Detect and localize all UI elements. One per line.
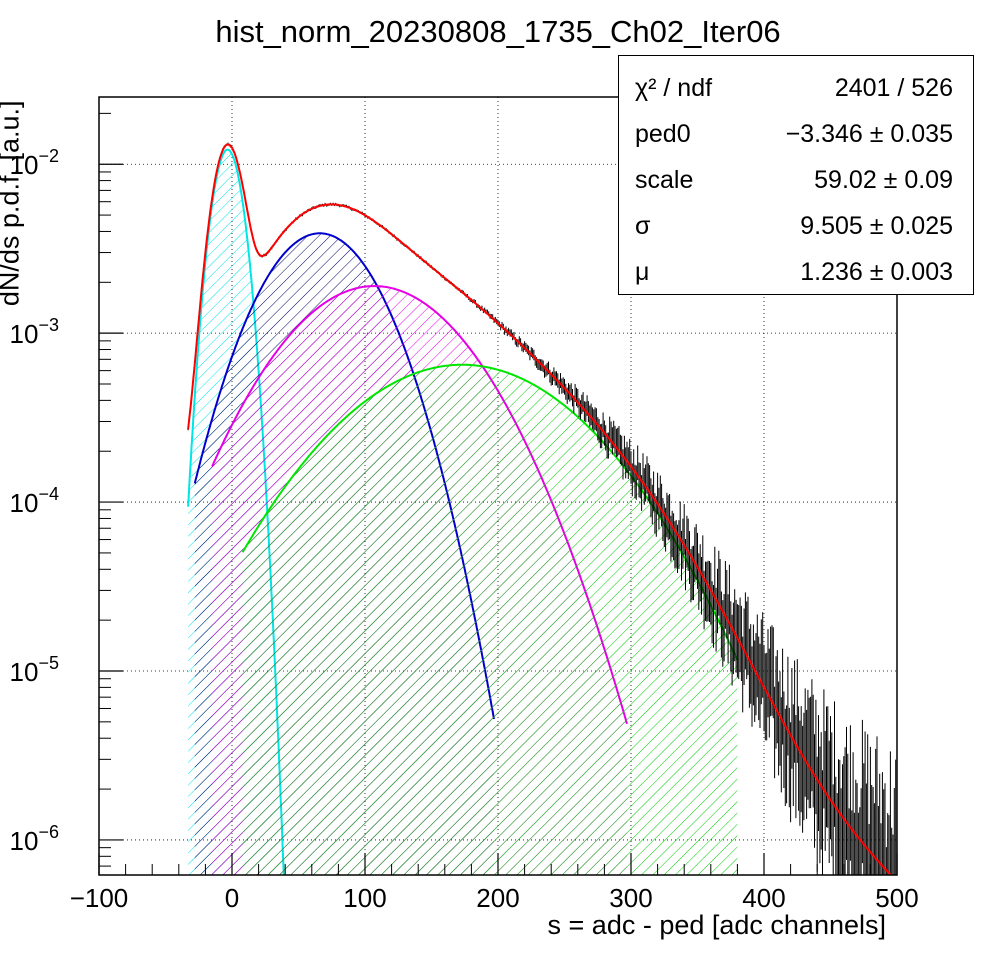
stat-label: σ xyxy=(635,212,651,240)
stat-label: ped0 xyxy=(635,120,691,148)
y-tick-label: 10−2 xyxy=(10,146,59,180)
x-tick-label: 0 xyxy=(225,883,239,913)
y-axis-label: dN/ds p.d.f. [a.u.] xyxy=(0,100,25,307)
stat-row-ped0: ped0 −3.346 ± 0.035 xyxy=(635,114,953,154)
stat-row-chi2: χ² / ndf 2401 / 526 xyxy=(635,68,953,108)
x-tick-label: 400 xyxy=(742,883,785,913)
stat-value: −3.346 ± 0.035 xyxy=(785,120,953,148)
x-tick-label: 200 xyxy=(476,883,519,913)
stat-label: χ² / ndf xyxy=(635,74,713,102)
stat-value: 59.02 ± 0.09 xyxy=(814,166,953,194)
x-tick-label: 100 xyxy=(343,883,386,913)
stat-label: scale xyxy=(635,166,694,194)
stat-row-scale: scale 59.02 ± 0.09 xyxy=(635,160,953,200)
x-tick-label: 500 xyxy=(875,883,918,913)
stat-row-mu: μ 1.236 ± 0.003 xyxy=(635,252,953,292)
stat-value: 1.236 ± 0.003 xyxy=(800,258,953,286)
component-area-3 xyxy=(242,364,738,875)
stat-label: μ xyxy=(635,258,650,286)
y-tick-label: 10−4 xyxy=(10,484,59,518)
x-tick-label: 300 xyxy=(609,883,652,913)
x-axis-label: s = adc - ped [adc channels] xyxy=(547,910,886,940)
stat-value: 2401 / 526 xyxy=(834,74,953,102)
y-tick-label: 10−3 xyxy=(10,315,59,349)
fit-components xyxy=(187,148,739,875)
axes: −100 0 100 200 300 400 500 10−2 10−3 10−4 10−5 10−6 xyxy=(10,112,919,913)
y-tick-label: 10−6 xyxy=(10,822,59,856)
total-fit xyxy=(187,143,893,875)
total-fit-line xyxy=(187,143,893,875)
stat-row-sigma: σ 9.505 ± 0.025 xyxy=(635,206,953,246)
stat-value: 9.505 ± 0.025 xyxy=(800,212,953,240)
y-tick-label: 10−5 xyxy=(10,653,59,687)
x-tick-label: −100 xyxy=(70,883,129,913)
fit-stats-box: χ² / ndf 2401 / 526 ped0 −3.346 ± 0.035 … xyxy=(618,55,974,295)
chart-title: hist_norm_20230808_1735_Ch02_Iter06 xyxy=(215,14,781,49)
